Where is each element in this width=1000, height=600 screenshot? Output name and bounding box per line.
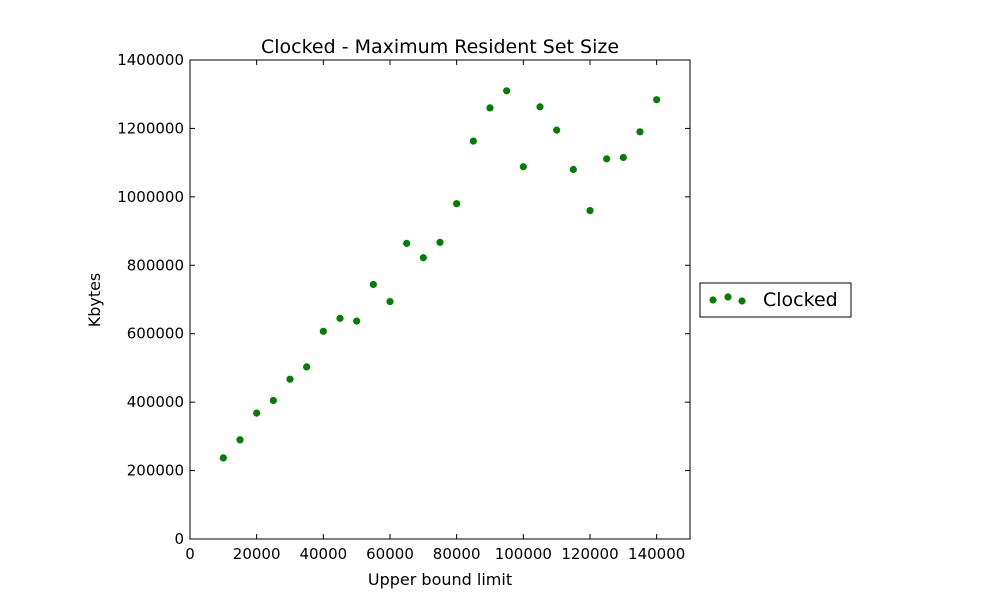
x-tick-label: 20000 bbox=[233, 545, 281, 563]
data-point bbox=[386, 297, 394, 306]
data-point bbox=[369, 280, 377, 289]
data-point bbox=[236, 436, 244, 444]
data-point bbox=[636, 128, 644, 136]
data-point bbox=[419, 254, 427, 262]
data-point bbox=[653, 96, 661, 104]
y-tick-label: 600000 bbox=[127, 325, 184, 343]
y-tick-label: 1400000 bbox=[117, 51, 184, 69]
y-tick-label: 200000 bbox=[127, 462, 184, 480]
x-tick-label: 40000 bbox=[299, 545, 347, 563]
data-point bbox=[436, 238, 444, 246]
y-tick-label: 0 bbox=[174, 530, 184, 548]
data-point bbox=[303, 363, 311, 371]
data-point bbox=[586, 206, 594, 215]
x-axis-ticks: 0 20000 40000 60000 80000 100000 120000 140000 bbox=[185, 60, 685, 563]
x-tick-label: 80000 bbox=[433, 545, 481, 563]
data-point bbox=[503, 87, 511, 95]
data-point bbox=[403, 239, 411, 247]
legend-marker bbox=[724, 293, 732, 301]
legend: Clocked bbox=[699, 282, 852, 318]
data-point bbox=[336, 314, 344, 322]
y-tick-label: 1000000 bbox=[117, 188, 184, 206]
data-point bbox=[253, 409, 261, 417]
data-point bbox=[469, 137, 477, 145]
legend-label-clocked: Clocked bbox=[763, 289, 838, 311]
data-point bbox=[286, 375, 294, 383]
data-point bbox=[603, 155, 611, 163]
data-point bbox=[486, 104, 494, 112]
chart-title: Clocked - Maximum Resident Set Size bbox=[261, 36, 619, 58]
data-point bbox=[536, 103, 544, 111]
data-point bbox=[353, 317, 361, 325]
legend-frame bbox=[699, 282, 852, 318]
data-point bbox=[519, 163, 527, 171]
y-tick-label: 400000 bbox=[127, 393, 184, 411]
x-tick-label: 140000 bbox=[628, 545, 685, 563]
x-tick-label: 100000 bbox=[495, 545, 552, 563]
y-tick-label: 800000 bbox=[127, 256, 184, 274]
data-point bbox=[569, 165, 577, 174]
y-axis-ticks: 0 200000 400000 600000 800000 1000000 1200000 1… bbox=[117, 51, 690, 548]
x-axis-label: Upper bound limit bbox=[368, 570, 512, 589]
x-tick-label: 0 bbox=[185, 545, 195, 563]
data-points bbox=[219, 87, 661, 462]
legend-marker bbox=[738, 297, 746, 305]
legend-marker bbox=[709, 296, 717, 304]
x-tick-label: 120000 bbox=[561, 545, 618, 563]
data-point bbox=[219, 454, 227, 462]
data-point bbox=[269, 396, 277, 405]
y-axis-label: Kbytes bbox=[85, 273, 104, 328]
y-tick-label: 1200000 bbox=[117, 119, 184, 137]
data-point bbox=[553, 126, 561, 134]
x-tick-label: 60000 bbox=[366, 545, 414, 563]
data-point bbox=[453, 200, 461, 208]
data-point bbox=[319, 327, 327, 335]
plot-area-frame bbox=[189, 59, 691, 540]
data-point bbox=[619, 153, 627, 162]
